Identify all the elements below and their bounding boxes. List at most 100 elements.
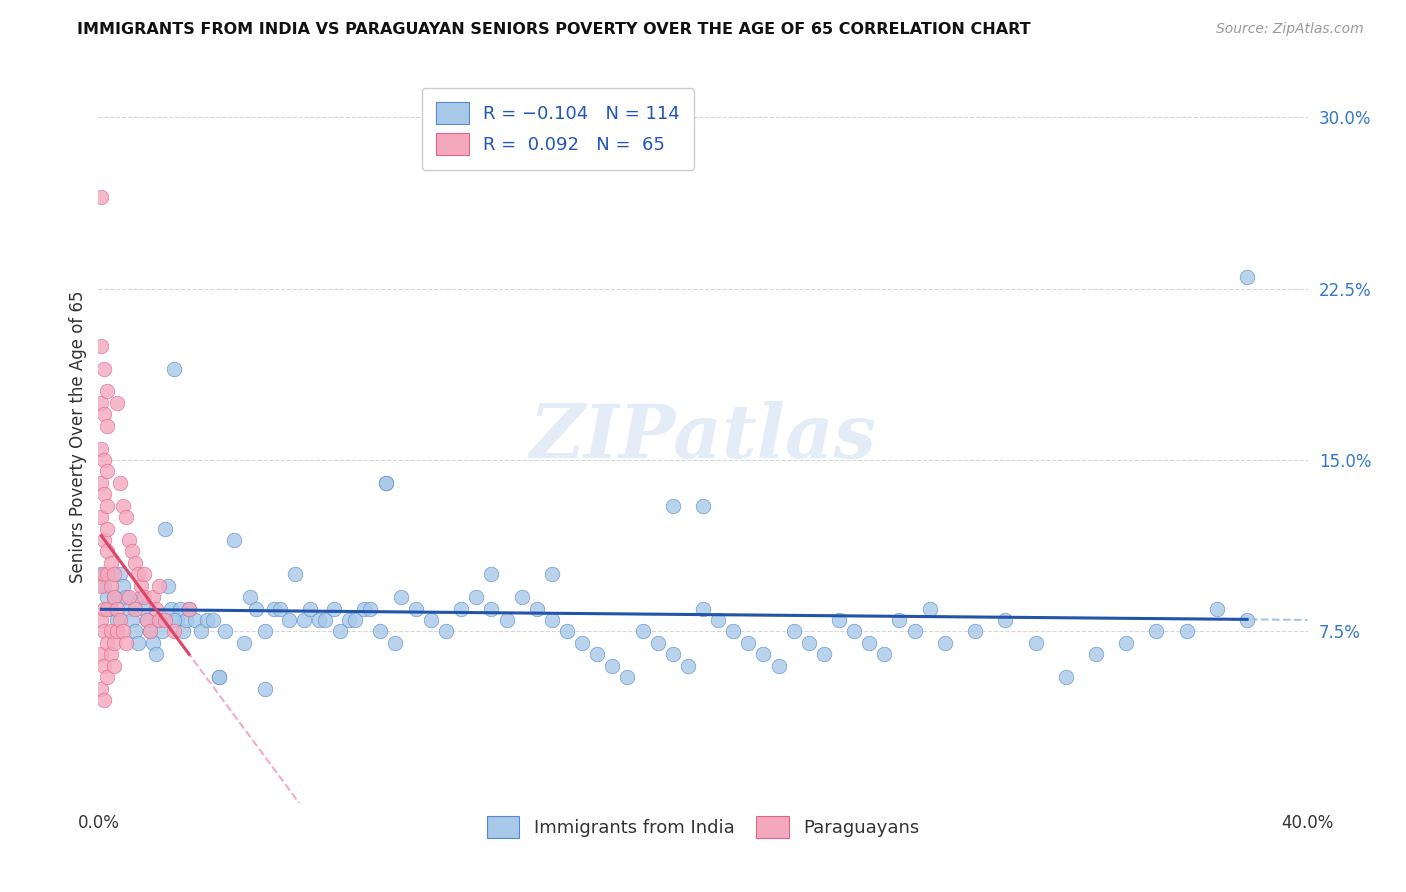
Point (360, 601, 382, 615)
Point (190, 624, 212, 639)
Point (904, 624, 927, 639)
Point (96, 464, 118, 478)
Point (96, 601, 118, 615)
Point (384, 636, 406, 650)
Point (481, 601, 503, 615)
Point (114, 636, 136, 650)
Y-axis label: Seniors Poverty Over the Age of 65: Seniors Poverty Over the Age of 65 (69, 291, 87, 583)
Point (934, 636, 956, 650)
Point (858, 636, 880, 650)
Point (163, 624, 186, 639)
Point (253, 624, 276, 639)
Point (90, 338, 112, 352)
Point (145, 647, 167, 661)
Point (90, 442, 112, 456)
Point (239, 590, 262, 604)
Point (129, 579, 152, 593)
Point (179, 601, 201, 615)
Point (153, 613, 176, 627)
Point (918, 601, 941, 615)
Point (1024, 636, 1046, 650)
Point (245, 601, 267, 615)
Point (368, 624, 391, 639)
Point (127, 636, 149, 650)
Point (105, 624, 128, 639)
Point (142, 590, 165, 604)
Point (96, 590, 118, 604)
Point (145, 601, 167, 615)
Point (224, 533, 246, 547)
Point (450, 601, 472, 615)
Point (93, 533, 115, 547)
Point (132, 590, 155, 604)
Point (129, 590, 152, 604)
Point (1115, 636, 1137, 650)
Point (768, 658, 790, 673)
Point (114, 510, 136, 524)
Point (172, 624, 194, 639)
Point (103, 590, 125, 604)
Point (96, 544, 118, 558)
Point (647, 636, 669, 650)
Point (132, 601, 155, 615)
Point (90, 579, 112, 593)
Point (292, 613, 315, 627)
Point (93, 361, 115, 376)
Point (90, 475, 112, 490)
Point (90, 510, 112, 524)
Point (329, 624, 352, 639)
Point (232, 636, 254, 650)
Point (108, 475, 131, 490)
Point (828, 613, 851, 627)
Point (93, 487, 115, 501)
Point (163, 613, 186, 627)
Point (124, 624, 146, 639)
Point (96, 499, 118, 513)
Point (93, 624, 115, 639)
Point (124, 601, 146, 615)
Point (1054, 670, 1077, 684)
Point (308, 613, 330, 627)
Point (153, 521, 176, 535)
Point (337, 613, 360, 627)
Point (269, 601, 291, 615)
Point (1085, 647, 1108, 661)
Point (166, 613, 188, 627)
Legend: Immigrants from India, Paraguayans: Immigrants from India, Paraguayans (479, 808, 927, 845)
Text: ZIPatlas: ZIPatlas (530, 401, 876, 474)
Point (111, 579, 134, 593)
Point (160, 601, 183, 615)
Point (90, 396, 112, 410)
Point (277, 613, 299, 627)
Point (118, 533, 141, 547)
Point (96, 521, 118, 535)
Point (90, 567, 112, 582)
Point (148, 579, 170, 593)
Point (495, 613, 517, 627)
Point (389, 590, 412, 604)
Point (631, 624, 654, 639)
Text: IMMIGRANTS FROM INDIA VS PARAGUAYAN SENIORS POVERTY OVER THE AGE OF 65 CORRELATI: IMMIGRANTS FROM INDIA VS PARAGUAYAN SENI… (77, 22, 1031, 37)
Point (526, 601, 548, 615)
Point (100, 556, 122, 570)
Point (208, 670, 231, 684)
Text: Source: ZipAtlas.com: Source: ZipAtlas.com (1216, 22, 1364, 37)
Point (540, 613, 562, 627)
Point (314, 613, 336, 627)
Point (994, 613, 1017, 627)
Point (616, 670, 638, 684)
Point (105, 601, 128, 615)
Point (103, 658, 125, 673)
Point (873, 647, 896, 661)
Point (752, 647, 775, 661)
Point (93, 658, 115, 673)
Point (163, 361, 186, 376)
Point (299, 601, 322, 615)
Point (93, 601, 115, 615)
Point (90, 190, 112, 204)
Point (1236, 613, 1258, 627)
Point (555, 624, 578, 639)
Point (1175, 624, 1198, 639)
Point (100, 601, 122, 615)
Point (132, 567, 155, 582)
